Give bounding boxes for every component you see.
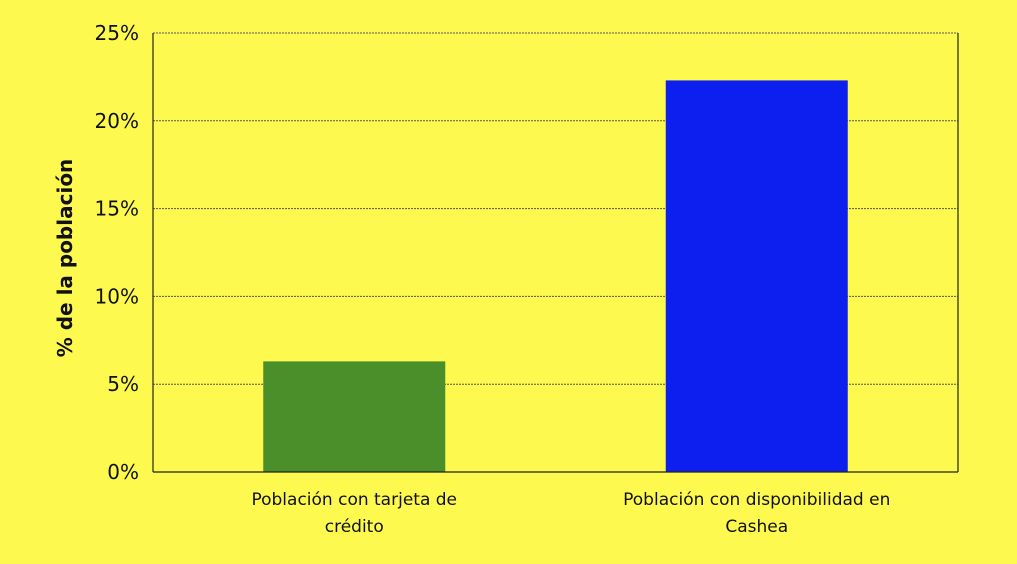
y-axis-title: % de la población xyxy=(53,159,77,358)
axes xyxy=(152,33,959,473)
y-tick-label: 10% xyxy=(95,284,139,308)
y-tick-label: 20% xyxy=(95,109,139,133)
y-tick-label: 25% xyxy=(95,21,139,45)
y-tick-labels: 0% 5% 10% 15% 20% 25% xyxy=(95,21,139,484)
x-tick-label: Población con disponibilidad en Cashea xyxy=(623,490,890,537)
bar xyxy=(263,361,446,472)
y-tick-label: 15% xyxy=(95,197,139,221)
bars xyxy=(263,80,848,473)
y-tick-label: 5% xyxy=(107,372,139,396)
x-tick-label-line: Población con tarjeta de xyxy=(251,490,457,510)
x-tick-labels: Población con tarjeta de créditoPoblación… xyxy=(251,490,890,537)
x-tick-label-line: crédito xyxy=(325,517,384,537)
x-tick-label-line: Cashea xyxy=(725,517,788,537)
x-tick-label-line: Población con disponibilidad en xyxy=(623,490,890,510)
bar xyxy=(665,80,848,473)
y-tick-label: 0% xyxy=(107,460,139,484)
x-tick-label: Población con tarjeta de crédito xyxy=(251,490,457,537)
